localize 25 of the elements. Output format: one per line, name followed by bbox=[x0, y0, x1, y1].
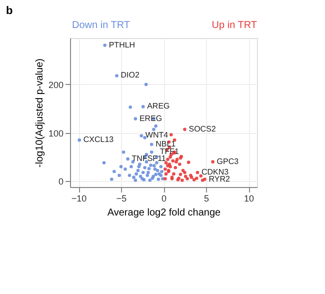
x-tick-label: −5 bbox=[116, 194, 127, 204]
annotation: RYR2 bbox=[208, 174, 230, 184]
annotation: EREG bbox=[139, 114, 162, 123]
annotation: SOCS2 bbox=[188, 124, 216, 134]
text: Up in TRT bbox=[212, 20, 257, 31]
x-tick-label: 5 bbox=[204, 194, 210, 204]
x-axis-title: Average log2 fold change bbox=[107, 208, 222, 218]
x-tick-label: 10 bbox=[244, 194, 254, 204]
annotation: NBL1 bbox=[156, 139, 176, 148]
y-axis-title: -log10(Adjusted p-value) bbox=[34, 58, 46, 168]
annotation: GPC3 bbox=[216, 156, 240, 166]
x-tick-label: 0 bbox=[161, 194, 167, 204]
chart-title: b bbox=[6, 5, 13, 17]
annotation: AREG bbox=[147, 102, 170, 111]
y-tick-label: 0 bbox=[58, 176, 64, 187]
annotation: DIO2 bbox=[120, 70, 140, 80]
y-tick-label: 100 bbox=[48, 128, 64, 138]
y-tick-label: 200 bbox=[48, 80, 64, 90]
text: Down in TRT bbox=[72, 20, 130, 31]
annotation: CDKN3 bbox=[202, 167, 230, 176]
annotation: WNT4 bbox=[145, 130, 169, 140]
annotation: CXCL13 bbox=[83, 135, 114, 144]
x-tick-label: −10 bbox=[71, 194, 87, 204]
annotation: PTHLH bbox=[108, 40, 136, 50]
annotation: TNFSF11 bbox=[132, 154, 166, 163]
